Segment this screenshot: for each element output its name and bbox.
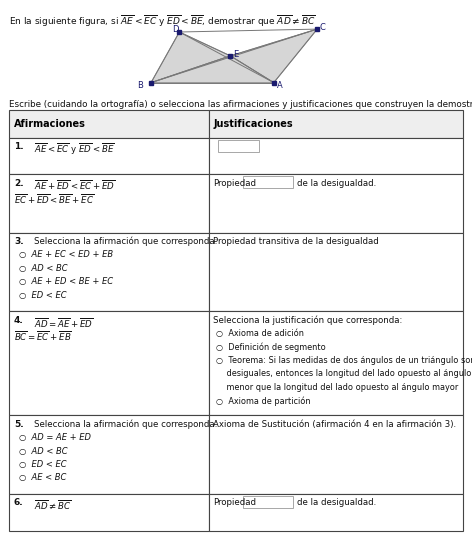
Text: Justificaciones: Justificaciones — [213, 119, 293, 129]
Text: ○  Definición de segmento: ○ Definición de segmento — [216, 343, 325, 352]
Polygon shape — [151, 32, 230, 83]
Text: $\overline{AE} < \overline{EC}$ y $\overline{ED} < \overline{BE}$: $\overline{AE} < \overline{EC}$ y $\over… — [34, 142, 115, 157]
Bar — [209, 233, 463, 311]
Polygon shape — [230, 29, 317, 83]
Bar — [209, 174, 463, 233]
Bar — [9, 311, 209, 415]
Bar — [9, 415, 209, 494]
Text: Propiedad transitiva de la desigualdad: Propiedad transitiva de la desigualdad — [213, 237, 379, 246]
Text: ○  AD < BC: ○ AD < BC — [18, 264, 67, 273]
Text: D: D — [172, 25, 179, 34]
Text: E: E — [233, 50, 239, 59]
Text: $\overline{AE} + \overline{ED} < \overline{EC} + \overline{ED}$: $\overline{AE} + \overline{ED} < \overli… — [34, 178, 116, 192]
Text: ○  ED < EC: ○ ED < EC — [18, 460, 66, 469]
Text: menor que la longitud del lado opuesto al ángulo mayor: menor que la longitud del lado opuesto a… — [216, 383, 458, 392]
Bar — [243, 496, 293, 508]
Bar — [9, 233, 209, 311]
Bar — [209, 138, 463, 174]
Text: B: B — [137, 81, 143, 90]
Text: Escribe (cuidando la ortografía) o selecciona las afirmaciones y justificaciones: Escribe (cuidando la ortografía) o selec… — [9, 99, 472, 109]
Text: ○  AE + ED < BE + EC: ○ AE + ED < BE + EC — [18, 277, 113, 286]
Bar — [9, 138, 209, 174]
Polygon shape — [151, 56, 274, 83]
Text: Selecciona la afirmación que corresponda:: Selecciona la afirmación que corresponda… — [34, 420, 218, 429]
Bar — [243, 176, 293, 188]
Bar — [209, 494, 463, 531]
Text: ○  AD < BC: ○ AD < BC — [18, 446, 67, 456]
Text: 2.: 2. — [14, 178, 24, 188]
Text: 5.: 5. — [14, 420, 24, 429]
Text: ○  ED < EC: ○ ED < EC — [18, 291, 66, 300]
Bar — [9, 174, 209, 233]
Bar — [209, 311, 463, 415]
Text: de la desigualdad.: de la desigualdad. — [297, 178, 377, 188]
Text: 3.: 3. — [14, 237, 24, 246]
Text: ○  AE < BC: ○ AE < BC — [18, 473, 66, 482]
Text: C: C — [320, 23, 326, 32]
Text: ○  Axioma de partición: ○ Axioma de partición — [216, 396, 310, 406]
Text: ○  AE + EC < ED + EB: ○ AE + EC < ED + EB — [18, 250, 113, 259]
Bar — [9, 110, 209, 138]
Text: ○  AD = AE + ED: ○ AD = AE + ED — [18, 433, 91, 442]
Text: Propiedad: Propiedad — [213, 498, 256, 507]
Bar — [209, 110, 463, 138]
Text: Selecciona la afirmación que corresponda:: Selecciona la afirmación que corresponda… — [34, 237, 218, 247]
Text: ○  Teorema: Si las medidas de dos ángulos de un triángulo son: ○ Teorema: Si las medidas de dos ángulos… — [216, 356, 472, 365]
Text: En la siguiente figura, si $\overline{AE} < \overline{EC}$ y $\overline{ED} < \o: En la siguiente figura, si $\overline{AE… — [9, 13, 316, 28]
Bar — [218, 140, 259, 152]
Text: $\overline{EC} + \overline{ED} < \overline{BE} + \overline{EC}$: $\overline{EC} + \overline{ED} < \overli… — [14, 192, 94, 206]
Text: 6.: 6. — [14, 498, 24, 507]
Text: ○  Axioma de adición: ○ Axioma de adición — [216, 329, 303, 338]
Text: $\overline{BC} = \overline{EC} + \overline{EB}$: $\overline{BC} = \overline{EC} + \overli… — [14, 329, 72, 343]
Text: Selecciona la justificación que corresponda:: Selecciona la justificación que correspo… — [213, 316, 403, 325]
Text: Axioma de Sustitución (afirmación 4 en la afirmación 3).: Axioma de Sustitución (afirmación 4 en l… — [213, 420, 456, 429]
Bar — [209, 415, 463, 494]
Text: $\overline{AD} = \overline{AE} + \overline{ED}$: $\overline{AD} = \overline{AE} + \overli… — [34, 316, 94, 330]
Text: $\overline{AD} \neq \overline{BC}$: $\overline{AD} \neq \overline{BC}$ — [34, 498, 72, 511]
Text: Afirmaciones: Afirmaciones — [14, 119, 86, 129]
Text: A: A — [277, 81, 282, 90]
Text: de la desigualdad.: de la desigualdad. — [297, 498, 377, 507]
Bar — [9, 494, 209, 531]
Text: 4.: 4. — [14, 316, 24, 325]
Text: 1.: 1. — [14, 142, 24, 151]
Text: Propiedad: Propiedad — [213, 178, 256, 188]
Text: desiguales, entonces la longitud del lado opuesto al ángulo menor es: desiguales, entonces la longitud del lad… — [216, 369, 472, 378]
